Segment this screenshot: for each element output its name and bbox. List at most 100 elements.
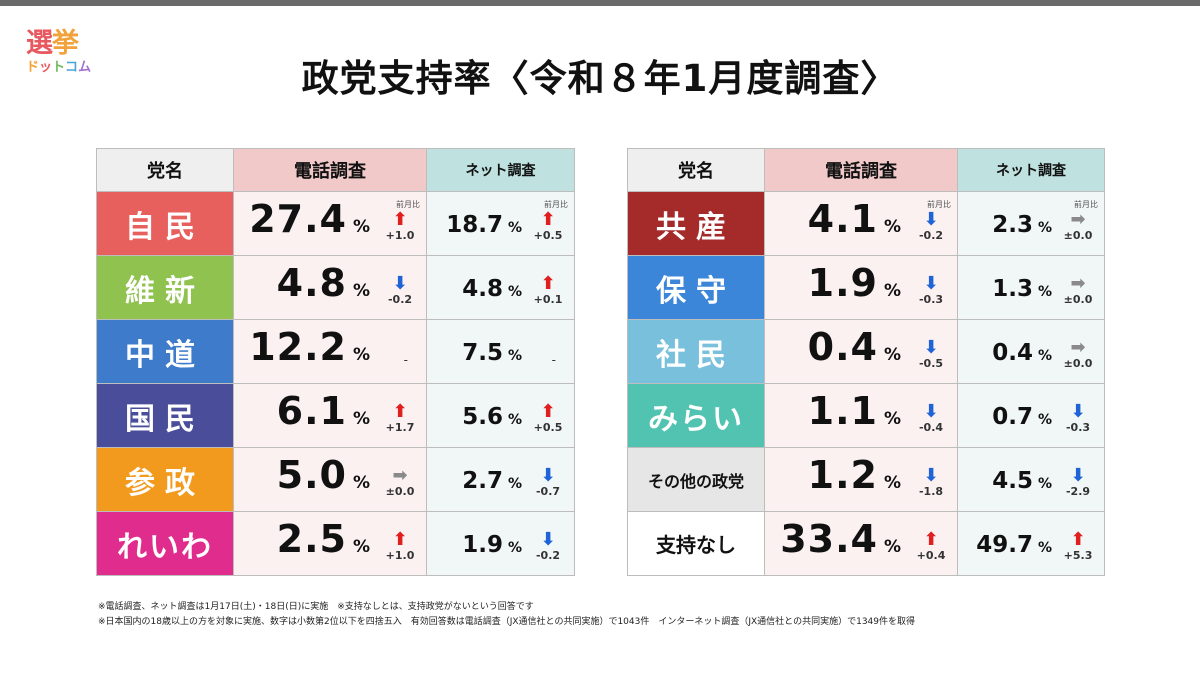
- tel-cell-inner: 12.2% -: [234, 320, 426, 383]
- tel-cell-inner: 6.1% ⬆ +1.7: [234, 384, 426, 447]
- net-cell-inner: 0.4% ➡ ±0.0: [958, 320, 1104, 383]
- party-name-cell: 保守: [627, 255, 765, 320]
- net-value-number: 1.3: [992, 276, 1033, 302]
- net-cell: 1.3% ➡ ±0.0: [957, 255, 1105, 320]
- tel-cell: 4.8% ⬇ -0.2: [233, 255, 427, 320]
- net-value: 49.7%: [976, 532, 1052, 561]
- tel-value-number: 5.0: [276, 453, 347, 497]
- tel-value: 6.1%: [277, 391, 370, 439]
- net-cell: 2.7% ⬇ -0.7: [426, 447, 575, 512]
- table-header-row: 党名 電話調査 ネット調査: [627, 148, 1105, 192]
- change-label: 前月比: [396, 200, 420, 209]
- arrow-down-icon: ⬇: [923, 337, 939, 358]
- change-indicator: ⬇ -2.9: [1058, 456, 1098, 504]
- party-name-cell: 共産: [627, 191, 765, 256]
- table-row: 中道 12.2% - 7.5% -: [96, 319, 575, 384]
- arrow-up-icon: ⬆: [392, 529, 408, 550]
- arrow-up-icon: ⬆: [540, 401, 556, 422]
- tel-cell-inner: 33.4% ⬆ +0.4: [765, 512, 957, 575]
- tel-value: 1.9%: [808, 263, 901, 311]
- change-value: +5.3: [1063, 549, 1093, 562]
- table-row: その他の政党 1.2% ⬇ -1.8 4.5% ⬇ -2.9: [627, 447, 1105, 512]
- party-name-cell: 社民: [627, 319, 765, 384]
- change-indicator: ⬇ -0.2: [380, 264, 420, 312]
- footnote: ※日本国内の18歳以上の方を対象に実施、数字は小数第2位以下を四捨五入 有効回答…: [98, 617, 915, 627]
- change-indicator: 前月比 ⬆ +1.0: [380, 200, 420, 248]
- support-table-left: 党名 電話調査 ネット調査 自民 27.4% 前月比 ⬆ +1.0 18.7% 前月比 ⬆ +0…: [96, 148, 575, 576]
- net-value: 5.6%: [462, 404, 522, 433]
- net-value: 4.8%: [462, 276, 522, 305]
- tel-value-number: 33.4: [780, 517, 878, 561]
- net-cell-inner: 7.5% -: [427, 320, 574, 383]
- net-value-number: 4.8: [462, 276, 503, 302]
- net-value: 1.9%: [462, 532, 522, 561]
- change-value: +1.0: [385, 549, 415, 562]
- change-label: 前月比: [1074, 200, 1098, 209]
- percent-unit: %: [507, 284, 522, 300]
- net-cell: 2.3% 前月比 ➡ ±0.0: [957, 191, 1105, 256]
- percent-unit: %: [883, 281, 901, 301]
- percent-unit: %: [1037, 540, 1052, 556]
- site-logo[interactable]: 選挙 ドットコム: [26, 30, 96, 82]
- change-value: -2.9: [1065, 485, 1091, 498]
- tel-value: 1.1%: [808, 391, 901, 439]
- percent-unit: %: [883, 537, 901, 557]
- net-value: 7.5%: [462, 340, 522, 369]
- tel-cell: 0.4% ⬇ -0.5: [764, 319, 958, 384]
- percent-unit: %: [883, 345, 901, 365]
- percent-unit: %: [883, 409, 901, 429]
- table-header-row: 党名 電話調査 ネット調査: [96, 148, 575, 192]
- no-change-mark: -: [403, 353, 408, 367]
- party-name-cell: 維新: [96, 255, 234, 320]
- tel-cell: 1.9% ⬇ -0.3: [764, 255, 958, 320]
- arrow-up-icon: ⬆: [1070, 529, 1086, 550]
- net-value-number: 49.7: [976, 532, 1033, 558]
- change-indicator: 前月比 ⬇ -0.2: [911, 200, 951, 248]
- tel-value: 4.1%: [808, 199, 901, 247]
- net-value-number: 7.5: [462, 340, 503, 366]
- net-cell: 7.5% -: [426, 319, 575, 384]
- change-value: -0.5: [918, 357, 944, 370]
- change-label: 前月比: [544, 200, 568, 209]
- change-value: -0.7: [535, 485, 561, 498]
- percent-unit: %: [507, 348, 522, 364]
- percent-unit: %: [1037, 412, 1052, 428]
- change-indicator: ➡ ±0.0: [380, 456, 420, 504]
- net-value: 2.7%: [462, 468, 522, 497]
- net-cell: 0.4% ➡ ±0.0: [957, 319, 1105, 384]
- percent-unit: %: [883, 473, 901, 493]
- net-cell-inner: 5.6% ⬆ +0.5: [427, 384, 574, 447]
- change-indicator: ⬇ -0.2: [528, 520, 568, 568]
- percent-unit: %: [352, 409, 370, 429]
- change-indicator: ⬆ +5.3: [1058, 520, 1098, 568]
- change-value: -0.2: [535, 549, 561, 562]
- arrow-up-icon: ⬆: [540, 209, 556, 230]
- net-cell-inner: 0.7% ⬇ -0.3: [958, 384, 1104, 447]
- percent-unit: %: [352, 537, 370, 557]
- change-value: +1.7: [385, 421, 415, 434]
- tel-cell-inner: 2.5% ⬆ +1.0: [234, 512, 426, 575]
- net-cell: 1.9% ⬇ -0.2: [426, 511, 575, 576]
- table-row: 支持なし 33.4% ⬆ +0.4 49.7% ⬆ +5.3: [627, 511, 1105, 576]
- change-indicator: 前月比 ⬆ +0.5: [528, 200, 568, 248]
- change-value: -0.2: [387, 293, 413, 306]
- change-indicator: ⬆ +0.5: [528, 392, 568, 440]
- percent-unit: %: [352, 217, 370, 237]
- party-name-cell: 参政: [96, 447, 234, 512]
- tel-value-number: 1.2: [807, 453, 878, 497]
- header-tel: 電話調査: [764, 148, 958, 192]
- net-value-number: 5.6: [462, 404, 503, 430]
- change-indicator: ➡ ±0.0: [1058, 328, 1098, 376]
- net-cell-inner: 4.5% ⬇ -2.9: [958, 448, 1104, 511]
- tel-cell-inner: 4.8% ⬇ -0.2: [234, 256, 426, 319]
- percent-unit: %: [1037, 348, 1052, 364]
- party-name-cell: みらい: [627, 383, 765, 448]
- change-value: +0.1: [533, 293, 563, 306]
- party-name-cell: 中道: [96, 319, 234, 384]
- tel-cell: 5.0% ➡ ±0.0: [233, 447, 427, 512]
- header-party: 党名: [96, 148, 234, 192]
- change-value: +1.0: [385, 229, 415, 242]
- tel-value-number: 0.4: [807, 325, 878, 369]
- net-cell: 18.7% 前月比 ⬆ +0.5: [426, 191, 575, 256]
- tel-cell: 1.2% ⬇ -1.8: [764, 447, 958, 512]
